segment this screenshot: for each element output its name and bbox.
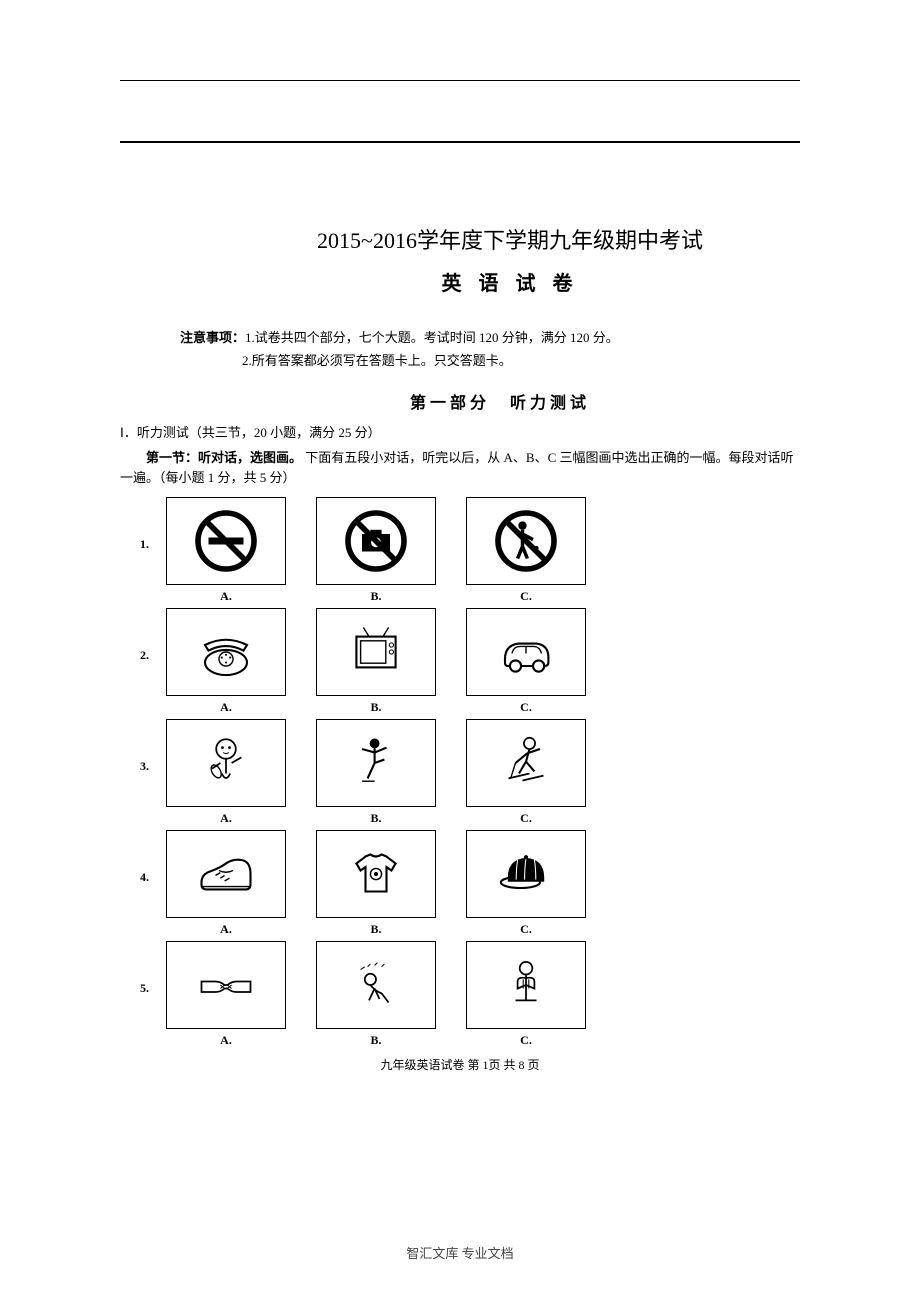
- tshirt-icon: [316, 830, 436, 918]
- footer-line: 九年级英语试卷 第 1页 共 8 页: [120, 1056, 800, 1073]
- q4-num: 4.: [140, 870, 158, 885]
- q1-a-label: A.: [220, 589, 232, 604]
- question-row-2: 2. A. B. C.: [140, 608, 800, 715]
- q5-num: 5.: [140, 981, 158, 996]
- question-row-1: 1. A. B. C.: [140, 497, 800, 604]
- q2-a: A.: [166, 608, 286, 715]
- q2-b-label: B.: [370, 700, 381, 715]
- namaste-icon: [466, 941, 586, 1029]
- q1-num: 1.: [140, 537, 158, 552]
- part-title: 第一部分 听力测试: [200, 389, 800, 413]
- q5-c-label: C.: [520, 1033, 532, 1048]
- q4-a-label: A.: [220, 922, 232, 937]
- page-footer: 智汇文库 专业文档: [0, 1243, 920, 1262]
- tv-icon: [316, 608, 436, 696]
- q3-options: A. B. C.: [166, 719, 586, 826]
- notice-1: 1.试卷共四个部分，七个大题。考试时间 120 分钟，满分 120 分。: [245, 330, 619, 345]
- q3-b: B.: [316, 719, 436, 826]
- cap-icon: [466, 830, 586, 918]
- q5-b: B.: [316, 941, 436, 1048]
- bow-icon: [316, 941, 436, 1029]
- shoe-icon: [166, 830, 286, 918]
- q1-a: A.: [166, 497, 286, 604]
- notice-label: 注意事项：: [180, 330, 245, 345]
- girl-violin-icon: [166, 719, 286, 807]
- question-row-3: 3. A. B. C.: [140, 719, 800, 826]
- title-sub: 英 语 试 卷: [220, 267, 800, 296]
- section-header: Ⅰ．听力测试（共三节，20 小题，满分 25 分）: [120, 423, 800, 444]
- notice-2: 2.所有答案都必须写在答题卡上。只交答题卡。: [242, 349, 512, 372]
- q5-c: C.: [466, 941, 586, 1048]
- no-smoking-icon: [166, 497, 286, 585]
- no-camera-icon: [316, 497, 436, 585]
- q2-options: A. B. C.: [166, 608, 586, 715]
- top-rule-2: [120, 141, 800, 143]
- subsection: 第一节：听对话，选图画。 下面有五段小对话，听完以后，从 A、B、C 三幅图画中…: [120, 448, 800, 490]
- car-icon: [466, 608, 586, 696]
- handshake-icon: [166, 941, 286, 1029]
- q3-num: 3.: [140, 759, 158, 774]
- q4-c: C.: [466, 830, 586, 937]
- q1-b-label: B.: [370, 589, 381, 604]
- q1-options: A. B. C.: [166, 497, 586, 604]
- q4-a: A.: [166, 830, 286, 937]
- q1-c: C.: [466, 497, 586, 604]
- telephone-icon: [166, 608, 286, 696]
- q4-c-label: C.: [520, 922, 532, 937]
- notice-block: 注意事项：1.试卷共四个部分，七个大题。考试时间 120 分钟，满分 120 分…: [180, 326, 800, 373]
- q4-b-label: B.: [370, 922, 381, 937]
- q3-b-label: B.: [370, 811, 381, 826]
- q2-a-label: A.: [220, 700, 232, 715]
- question-row-4: 4. A. B. C.: [140, 830, 800, 937]
- q2-c-label: C.: [520, 700, 532, 715]
- title-main: 2015~2016学年度下学期九年级期中考试: [220, 223, 800, 255]
- q5-a: A.: [166, 941, 286, 1048]
- q3-a: A.: [166, 719, 286, 826]
- q1-c-label: C.: [520, 589, 532, 604]
- top-rule-1: [120, 80, 800, 81]
- q2-b: B.: [316, 608, 436, 715]
- skater-icon: [316, 719, 436, 807]
- q2-num: 2.: [140, 648, 158, 663]
- q3-a-label: A.: [220, 811, 232, 826]
- subsection-label: 第一节：听对话，选图画。: [146, 450, 302, 465]
- q4-options: A. B. C.: [166, 830, 586, 937]
- q2-c: C.: [466, 608, 586, 715]
- skier-icon: [466, 719, 586, 807]
- q3-c-label: C.: [520, 811, 532, 826]
- q5-a-label: A.: [220, 1033, 232, 1048]
- q5-b-label: B.: [370, 1033, 381, 1048]
- question-table: 1. A. B. C. 2.: [140, 497, 800, 1048]
- no-littering-icon: [466, 497, 586, 585]
- q5-options: A. B. C.: [166, 941, 586, 1048]
- q3-c: C.: [466, 719, 586, 826]
- question-row-5: 5. A. B. C.: [140, 941, 800, 1048]
- q1-b: B.: [316, 497, 436, 604]
- q4-b: B.: [316, 830, 436, 937]
